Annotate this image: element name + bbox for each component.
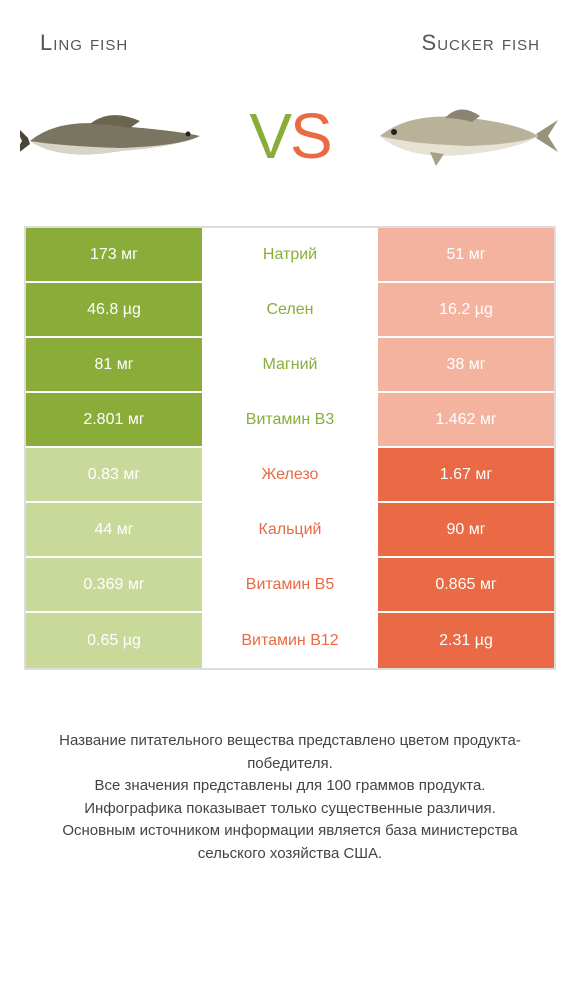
title-right: Sucker fish	[422, 30, 540, 56]
right-value: 16.2 µg	[378, 283, 554, 338]
footer-line: Все значения представлены для 100 граммо…	[30, 775, 550, 798]
left-value: 81 мг	[26, 338, 202, 393]
table-row: 2.801 мгВитамин B31.462 мг	[26, 393, 554, 448]
right-value: 1.67 мг	[378, 448, 554, 503]
nutrient-name: Железо	[202, 448, 378, 503]
right-value: 38 мг	[378, 338, 554, 393]
right-value: 0.865 мг	[378, 558, 554, 613]
left-value: 0.83 мг	[26, 448, 202, 503]
nutrient-name: Витамин B3	[202, 393, 378, 448]
footer-notes: Название питательного вещества представл…	[0, 670, 580, 865]
header: Ling fish Sucker fish	[0, 0, 580, 66]
left-value: 0.65 µg	[26, 613, 202, 668]
sucker-fish-image	[360, 76, 560, 196]
ling-fish-image	[20, 76, 220, 196]
left-value: 2.801 мг	[26, 393, 202, 448]
vs-v: V	[249, 100, 290, 172]
nutrient-name: Кальций	[202, 503, 378, 558]
table-row: 0.65 µgВитамин B122.31 µg	[26, 613, 554, 668]
footer-line: Основным источником информации является …	[30, 820, 550, 865]
left-value: 44 мг	[26, 503, 202, 558]
footer-line: Инфографика показывает только существенн…	[30, 798, 550, 821]
right-value: 51 мг	[378, 228, 554, 283]
table-row: 0.83 мгЖелезо1.67 мг	[26, 448, 554, 503]
table-row: 46.8 µgСелен16.2 µg	[26, 283, 554, 338]
nutrient-name: Витамин B12	[202, 613, 378, 668]
nutrient-name: Магний	[202, 338, 378, 393]
table-row: 44 мгКальций90 мг	[26, 503, 554, 558]
table-row: 81 мгМагний38 мг	[26, 338, 554, 393]
right-value: 90 мг	[378, 503, 554, 558]
title-left: Ling fish	[40, 30, 128, 56]
nutrient-name: Селен	[202, 283, 378, 338]
left-value: 173 мг	[26, 228, 202, 283]
right-value: 2.31 µg	[378, 613, 554, 668]
images-row: VS	[0, 66, 580, 226]
right-value: 1.462 мг	[378, 393, 554, 448]
table-row: 173 мгНатрий51 мг	[26, 228, 554, 283]
left-value: 46.8 µg	[26, 283, 202, 338]
vs-s: S	[290, 100, 331, 172]
vs-label: VS	[249, 99, 330, 173]
footer-line: Название питательного вещества представл…	[30, 730, 550, 775]
nutrient-name: Натрий	[202, 228, 378, 283]
nutrition-table: 173 мгНатрий51 мг46.8 µgСелен16.2 µg81 м…	[24, 226, 556, 670]
nutrient-name: Витамин B5	[202, 558, 378, 613]
left-value: 0.369 мг	[26, 558, 202, 613]
table-row: 0.369 мгВитамин B50.865 мг	[26, 558, 554, 613]
